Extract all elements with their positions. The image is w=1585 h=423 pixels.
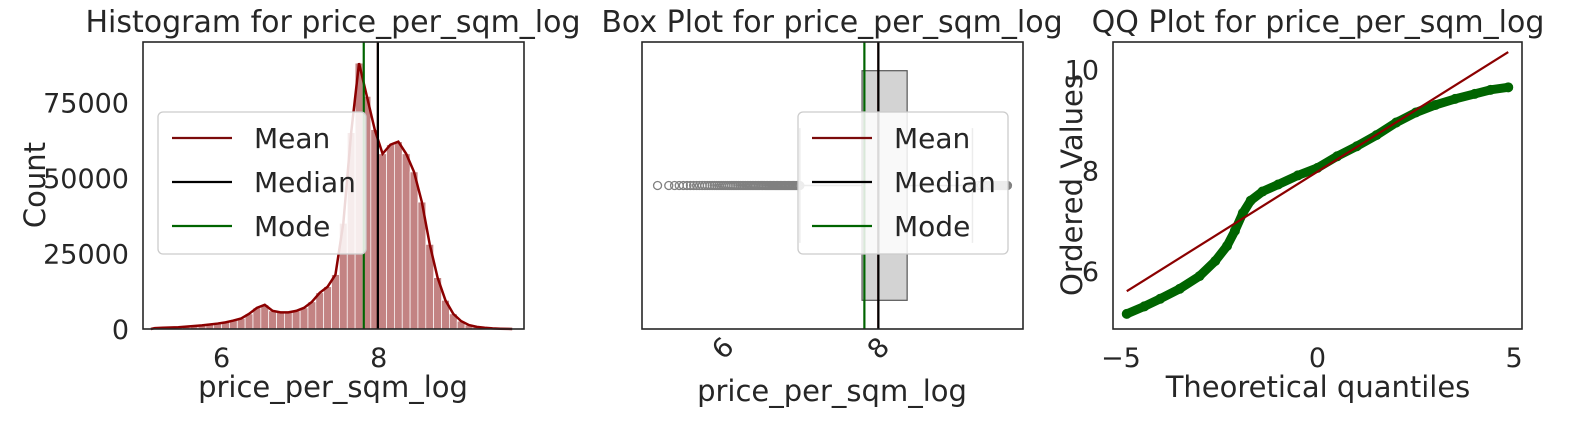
qq-point	[1503, 82, 1514, 93]
qq-fit-line	[1126, 51, 1509, 293]
histogram-y-tick-label: 0	[112, 315, 129, 346]
boxplot-outlier	[705, 180, 715, 191]
qq-title: QQ Plot for price_per_sqm_log	[1092, 5, 1545, 40]
qq-point	[1485, 84, 1496, 95]
boxplot-x-tick-label: 6	[706, 332, 740, 366]
histogram-bar	[409, 171, 419, 330]
histogram-bar	[386, 144, 395, 330]
histogram-legend-mode-label: Mode	[254, 210, 330, 243]
qq-point	[1410, 107, 1421, 118]
qq-y-label: Ordered Values	[1055, 74, 1089, 296]
boxplot-legend-median-label: Median	[894, 166, 996, 199]
histogram-y-tick-label: 25000	[43, 239, 129, 270]
histogram-bar	[315, 292, 325, 330]
histogram-y-tick-label: 75000	[43, 88, 129, 119]
histogram-y-tick-label: 50000	[43, 164, 129, 195]
boxplot-title: Box Plot for price_per_sqm_log	[601, 5, 1062, 40]
qq-point	[1155, 293, 1166, 304]
histogram-y-label: Count	[18, 142, 52, 228]
qq-x-tick-label: −5	[1101, 343, 1141, 374]
histogram-bar	[284, 312, 293, 330]
qq-x-label: Theoretical quantiles	[1165, 370, 1471, 404]
boxplot-outlier	[702, 180, 713, 191]
histogram-bar	[268, 310, 277, 330]
qq-point	[1139, 301, 1150, 312]
boxplot-outlier	[678, 180, 688, 191]
histogram-bar	[401, 153, 411, 330]
histogram-kde-curve	[150, 62, 513, 331]
boxplot-outlier	[685, 180, 696, 191]
histogram-bar	[331, 274, 340, 330]
qq-point	[1210, 256, 1221, 267]
histogram-legend-mean-label: Mean	[254, 122, 330, 155]
qq-point	[1222, 240, 1233, 251]
histogram-x-tick-label: 6	[213, 343, 230, 374]
qq-point	[1245, 195, 1256, 206]
boxplot-outlier	[664, 180, 674, 191]
qq-point	[1430, 99, 1441, 110]
histogram-title: Histogram for price_per_sqm_log	[85, 5, 580, 40]
qq-x-ticks: −5 0 5	[1101, 343, 1523, 374]
boxplot-legend-box	[797, 111, 1009, 255]
histogram-bar	[394, 141, 403, 330]
boxplot-x-label: price_per_sqm_log	[697, 374, 967, 408]
qq-y-tick-label: 6	[1082, 257, 1099, 288]
histogram-bar	[276, 312, 285, 330]
qq-point	[1121, 308, 1132, 319]
qq-point	[1469, 88, 1480, 99]
boxplot-legend-mean-label: Mean	[894, 122, 970, 155]
qq-x-tick-label: 5	[1506, 343, 1523, 374]
histogram-x-label: price_per_sqm_log	[198, 370, 468, 404]
boxplot-outlier	[682, 180, 692, 191]
histogram-panel: Histogram for price_per_sqm_log 0 25000 50…	[18, 5, 581, 404]
histogram-y-ticks: 0 25000 50000 75000	[43, 88, 129, 346]
qq-x-tick-label: 0	[1309, 343, 1326, 374]
histogram-axes-frame	[142, 41, 525, 330]
histogram-bar	[378, 153, 387, 330]
qq-axes-frame	[1112, 41, 1523, 330]
boxplot-axes-frame	[641, 41, 1024, 330]
qq-point	[1257, 186, 1268, 197]
histogram-legend: Mean Median Mode	[157, 111, 367, 255]
qq-point	[1229, 225, 1240, 236]
histogram-x-tick-label: 8	[370, 343, 387, 374]
qq-point	[1273, 179, 1284, 190]
boxplot-legend: Mean Median Mode	[797, 111, 1009, 255]
boxplot-outlier	[669, 180, 680, 191]
qq-point	[1450, 93, 1461, 104]
qq-y-tick-label: 10	[1065, 56, 1099, 87]
boxplot-x-tick-label: 8	[862, 332, 896, 366]
qq-point	[1194, 271, 1205, 282]
histogram-bar	[299, 307, 309, 330]
histogram-bar	[323, 286, 332, 330]
histogram-bar	[307, 301, 317, 330]
qq-points-trace	[1122, 82, 1513, 319]
qq-y-tick-label: 8	[1082, 156, 1099, 187]
qq-y-ticks: 6 8 10	[1065, 56, 1099, 288]
qq-point	[1292, 170, 1303, 181]
qq-point	[1174, 283, 1185, 294]
boxplot-outlier	[652, 180, 663, 191]
histogram-bar	[291, 310, 301, 330]
histogram-legend-box	[157, 111, 367, 255]
histogram-legend-median-label: Median	[254, 166, 356, 199]
boxplot-legend-mode-label: Mode	[894, 210, 970, 243]
